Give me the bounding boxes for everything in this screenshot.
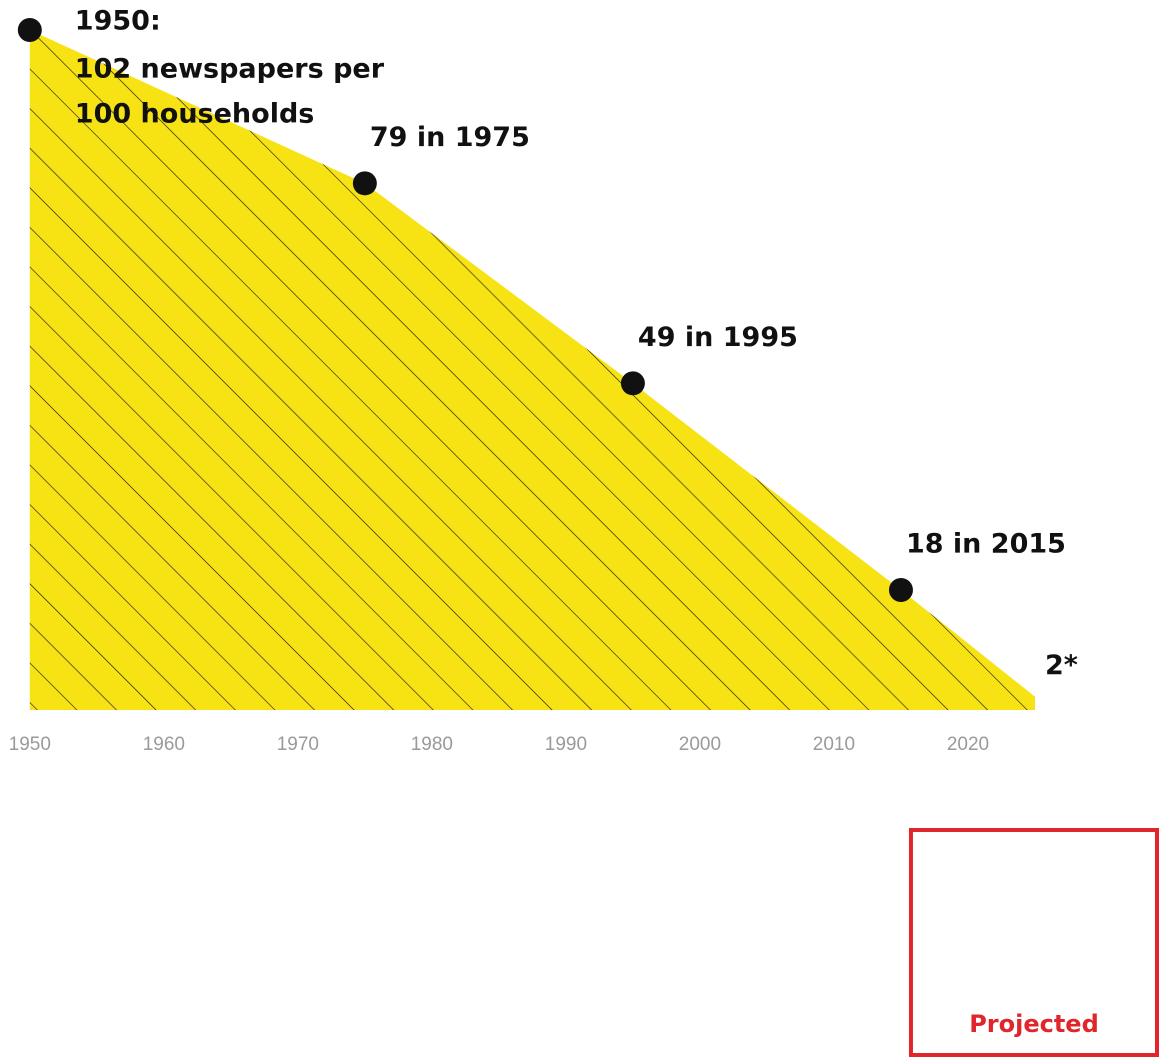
point [620,371,645,396]
annotation: 100 households [75,99,315,130]
annotation: 2* [1045,650,1078,681]
point [352,171,377,196]
projected-box [908,828,1160,1057]
area-hatch [29,30,1035,710]
x-tick-label: 2010 [813,734,855,755]
x-tick-label: 2000 [679,734,721,755]
projected-label: Projected [969,1010,1099,1038]
point [888,578,913,602]
annotation: 49 in 1995 [638,322,798,353]
x-tick-label: 1990 [545,734,587,755]
x-tick-label: 1970 [277,734,319,755]
annotation: 102 newspapers per [75,54,385,85]
x-tick-label: 1960 [143,734,185,755]
x-tick-label: 1950 [9,734,51,755]
annotation: 79 in 1975 [370,122,530,153]
annotation: 1950: [75,6,161,37]
annotation: 18 in 2015 [906,529,1066,560]
point [17,18,42,42]
x-tick-label: 1980 [411,734,453,755]
x-tick-label: 2020 [947,734,989,755]
